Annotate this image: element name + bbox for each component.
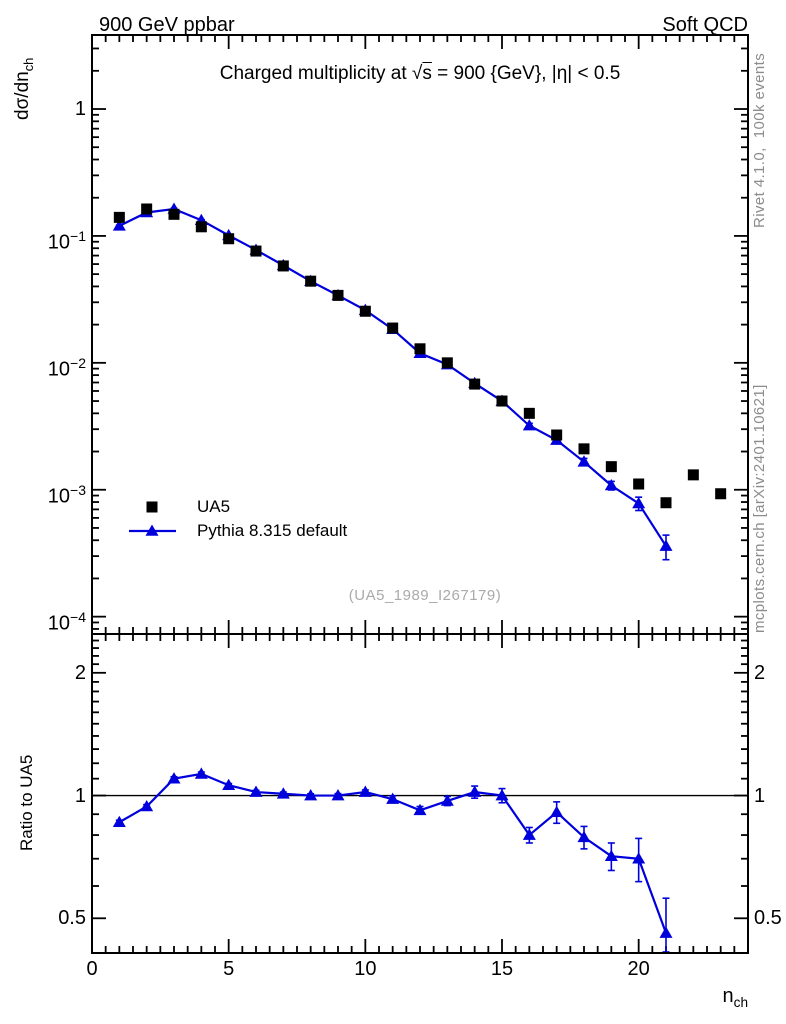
mc-line xyxy=(118,207,667,547)
y-main-tick-label: 10−3 xyxy=(47,481,86,508)
rivet-version-note: Rivet 4.1.0, 100k events xyxy=(751,52,768,228)
data-point-square xyxy=(141,203,153,215)
data-point-triangle xyxy=(222,778,236,791)
data-point-square xyxy=(277,260,289,272)
y-main-tick-label: 10−4 xyxy=(47,608,86,635)
data-point-triangle xyxy=(140,800,154,812)
x-axis-ticks xyxy=(104,35,736,953)
data-point-triangle xyxy=(659,539,673,551)
data-point-square xyxy=(359,305,371,317)
data-point-triangle xyxy=(522,419,536,431)
y-ratio-ticks xyxy=(92,639,748,920)
data-point-square xyxy=(633,478,645,490)
y-ratio-tick-label-right: 1 xyxy=(754,784,766,807)
mcplots-credit-note: mcplots.cern.ch [arXiv:2401.10621] xyxy=(751,384,768,633)
data-point-triangle xyxy=(604,849,618,861)
data-point-triangle xyxy=(358,785,372,797)
data-point-square xyxy=(715,488,727,500)
data-point-triangle xyxy=(331,789,345,801)
y-main-tick-label: 1 xyxy=(74,98,86,120)
y-ratio-tick-label-left: 1 xyxy=(74,784,86,807)
pythia-ratio-series xyxy=(112,767,673,953)
data-point-square xyxy=(414,343,426,355)
data-point-triangle xyxy=(167,772,181,784)
data-point-triangle xyxy=(112,219,126,231)
x-tick-label: 0 xyxy=(86,958,98,980)
data-point-triangle xyxy=(112,815,126,828)
data-point-square xyxy=(223,233,235,245)
data-point-triangle xyxy=(413,803,427,816)
y-main-tick-label: 10−2 xyxy=(47,354,86,381)
data-point-square xyxy=(387,322,399,334)
main-panel-frame xyxy=(91,34,749,635)
ua5-series-main xyxy=(113,203,727,509)
legend-label-ua5: UA5 xyxy=(197,497,231,516)
data-point-triangle xyxy=(468,785,482,797)
legend-markers xyxy=(129,501,176,536)
data-point-square xyxy=(660,497,672,509)
legend-marker-square xyxy=(146,501,158,513)
y-main-ticks xyxy=(92,47,748,630)
plot-title: Charged multiplicity at √s = 900 {GeV}, … xyxy=(219,63,621,84)
y-main-tick-label: 10−1 xyxy=(47,227,86,254)
data-point-square xyxy=(605,461,617,473)
data-point-square xyxy=(113,211,125,223)
data-point-triangle xyxy=(194,767,208,779)
x-tick-label: 20 xyxy=(627,958,650,980)
data-point-triangle xyxy=(304,789,318,801)
y-ratio-tick-label-right: 2 xyxy=(754,661,766,684)
x-tick-label: 5 xyxy=(223,958,235,980)
analysis-id-watermark: (UA5_1989_I267179) xyxy=(348,587,502,604)
data-point-square xyxy=(250,245,262,257)
y-ratio-tick-label-left: 2 xyxy=(74,661,86,684)
data-point-square xyxy=(523,407,535,419)
data-point-triangle xyxy=(249,785,263,797)
x-axis-label: nch xyxy=(722,985,748,1010)
data-point-triangle xyxy=(522,828,536,840)
data-point-square xyxy=(687,469,699,481)
data-point-triangle xyxy=(386,792,400,804)
data-point-triangle xyxy=(604,479,618,491)
y-ratio-tick-label-right: 0.5 xyxy=(754,907,782,930)
data-point-square xyxy=(168,208,180,220)
data-point-square xyxy=(578,443,590,455)
legend-marker-triangle xyxy=(145,524,159,536)
header-beam-label: 900 GeV ppbar xyxy=(99,14,235,36)
data-point-square xyxy=(469,378,481,390)
data-point-square xyxy=(195,221,207,233)
data-point-triangle xyxy=(495,789,509,801)
data-point-square xyxy=(496,395,508,407)
data-point-triangle xyxy=(577,455,591,467)
data-point-triangle xyxy=(550,805,564,818)
header-process-label: Soft QCD xyxy=(662,14,748,36)
data-point-square xyxy=(305,275,317,287)
data-point-square xyxy=(441,357,453,369)
data-point-triangle xyxy=(659,926,673,938)
ratio-panel-frame xyxy=(91,633,749,954)
x-tick-label: 10 xyxy=(354,958,377,980)
data-point-triangle xyxy=(440,794,454,806)
x-tick-label: 15 xyxy=(490,958,514,980)
data-point-triangle xyxy=(577,830,591,843)
data-point-square xyxy=(551,429,563,441)
legend-label-pythia: Pythia 8.315 default xyxy=(197,521,348,540)
y-ratio-tick-label-left: 0.5 xyxy=(58,907,86,930)
data-point-triangle xyxy=(632,496,646,509)
data-point-triangle xyxy=(276,787,290,799)
data-point-square xyxy=(332,289,344,301)
data-point-triangle xyxy=(632,852,646,864)
